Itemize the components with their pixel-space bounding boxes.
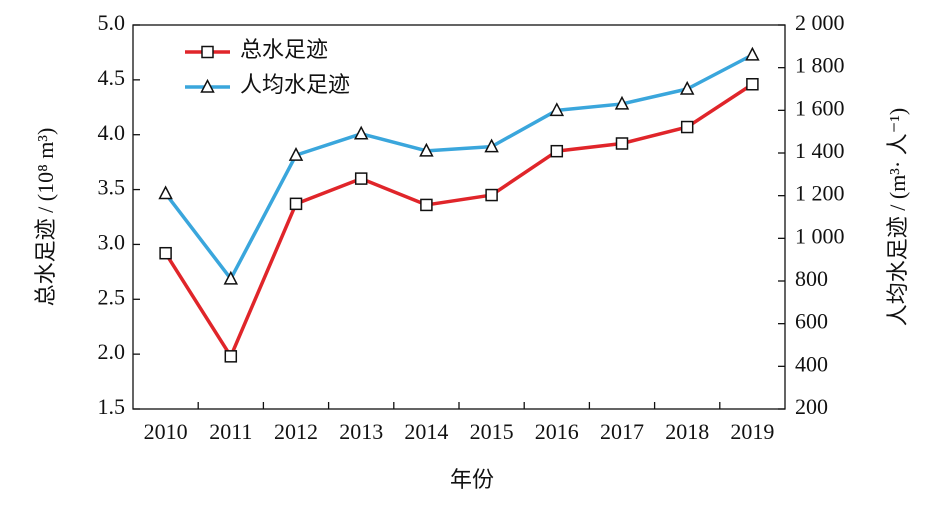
x-tick-label: 2017	[600, 419, 644, 444]
legend-label: 人均水足迹	[240, 72, 350, 97]
data-point	[419, 142, 434, 157]
data-point	[549, 102, 565, 117]
series-line	[164, 53, 754, 281]
data-point	[615, 137, 629, 150]
data-point	[746, 77, 759, 91]
y2-tick-label: 200	[795, 394, 828, 419]
y2-tick-label: 1 400	[795, 138, 845, 163]
x-tick-label: 2011	[209, 419, 252, 444]
x-tick-label: 2012	[274, 419, 318, 444]
x-tick-label: 2018	[665, 419, 709, 444]
data-point	[550, 144, 564, 158]
y-tick-label: 3.5	[98, 175, 126, 200]
data-point	[288, 147, 304, 161]
y-axis-label: 总水足迹 / (10⁸ m³)	[33, 128, 58, 307]
y-tick-label: 5.0	[98, 10, 126, 35]
data-point	[745, 46, 760, 61]
y-tick-label: 2.0	[98, 339, 126, 364]
x-tick-label: 2015	[470, 419, 514, 444]
data-point	[158, 185, 173, 200]
data-point	[679, 80, 695, 95]
legend-marker	[200, 78, 215, 93]
data-point	[289, 197, 303, 211]
y-tick-label: 4.0	[98, 120, 126, 145]
y2-tick-label: 1 600	[795, 95, 845, 120]
x-tick-label: 2013	[339, 419, 383, 444]
y-tick-label: 2.5	[98, 284, 126, 309]
data-point	[353, 125, 369, 140]
y2-tick-label: 2 000	[795, 10, 845, 35]
series-line	[164, 82, 754, 359]
data-point	[159, 246, 172, 260]
y2-tick-label: 400	[795, 351, 828, 376]
data-point	[223, 270, 239, 285]
data-point	[354, 172, 368, 185]
x-axis-label: 年份	[450, 467, 494, 492]
data-point	[614, 95, 630, 110]
y2-tick-label: 1 000	[795, 223, 845, 248]
data-point	[224, 350, 238, 363]
data-point	[420, 198, 433, 212]
y2-tick-label: 600	[795, 309, 828, 334]
y2-tick-label: 1 200	[795, 181, 845, 206]
y-tick-label: 1.5	[98, 394, 126, 419]
data-point	[680, 120, 694, 134]
y2-axis-label: 人均水足迹 / (m³· 人⁻¹)	[885, 108, 910, 327]
y-tick-label: 4.5	[98, 65, 126, 90]
x-tick-label: 2019	[730, 419, 774, 444]
data-point	[484, 138, 499, 153]
x-tick-label: 2016	[535, 419, 579, 444]
data-point	[485, 188, 498, 202]
y2-tick-label: 1 800	[795, 53, 845, 78]
y2-tick-label: 800	[795, 266, 828, 291]
legend-marker	[201, 45, 214, 59]
x-tick-label: 2010	[144, 419, 188, 444]
y-tick-label: 3.0	[98, 229, 126, 254]
legend-label: 总水足迹	[240, 37, 328, 62]
x-tick-label: 2014	[404, 419, 448, 444]
